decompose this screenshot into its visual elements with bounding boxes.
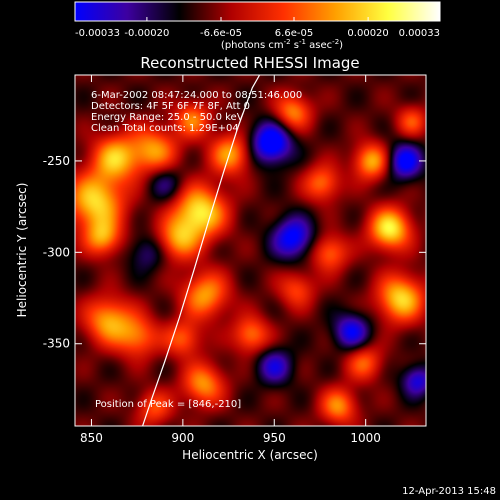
annotation-clean: Clean Total counts: 1.29E+04 <box>91 123 239 134</box>
colorbar-gradient <box>75 2 440 21</box>
x-tick-label: 850 <box>80 431 103 445</box>
annotation-detectors: Detectors: 4F 5F 6F 7F 8F, Att 0 <box>91 101 250 112</box>
y-tick-label: -300 <box>43 245 70 259</box>
annotation-block: 6-Mar-2002 08:47:24.000 to 08:51:46.000 … <box>91 90 302 134</box>
colorbar-tick-label: -0.00033 <box>75 28 120 39</box>
colorbar-unit-label: (photons cm-2 s-1 asec-2) <box>221 38 343 51</box>
colorbar-tick-label: -6.6e-05 <box>200 28 242 39</box>
x-axis-label: Heliocentric X (arcsec) <box>182 448 318 462</box>
annotation-energy: Energy Range: 25.0 - 50.0 keV <box>91 112 244 123</box>
colorbar-ticks: -0.00033 -0.00020 -6.6e-05 6.6e-05 0.00020 0.… <box>74 17 441 39</box>
x-tick-label: 900 <box>171 431 194 445</box>
y-axis-label: Heliocentric Y (arcsec) <box>15 183 29 318</box>
colorbar-tick-label: 6.6e-05 <box>275 28 313 39</box>
x-tick-label: 950 <box>263 431 286 445</box>
colorbar: -0.00033 -0.00020 -6.6e-05 6.6e-05 0.00020 0.… <box>74 1 441 51</box>
x-axis-ticks: 850 900 950 1000 <box>80 75 381 445</box>
footer-timestamp: 12-Apr-2013 15:48 <box>402 486 496 497</box>
plot-frame <box>74 74 427 427</box>
x-tick-label: 1000 <box>350 431 381 445</box>
y-tick-label: -350 <box>43 337 70 351</box>
colorbar-tick-label: -0.00020 <box>124 28 169 39</box>
peak-position-label: Position of Peak = [846,-210] <box>95 399 241 410</box>
colorbar-tick-label: 0.00020 <box>347 28 388 39</box>
chart-title: Reconstructed RHESSI Image <box>140 54 359 72</box>
solar-limb-line <box>142 75 261 426</box>
heatmap-image <box>75 75 426 426</box>
y-axis-ticks: -250 -300 -350 <box>43 154 426 351</box>
colorbar-frame <box>74 1 441 22</box>
annotation-time: 6-Mar-2002 08:47:24.000 to 08:51:46.000 <box>91 90 302 101</box>
y-tick-label: -250 <box>43 154 70 168</box>
colorbar-tick-label: 0.00033 <box>399 28 440 39</box>
